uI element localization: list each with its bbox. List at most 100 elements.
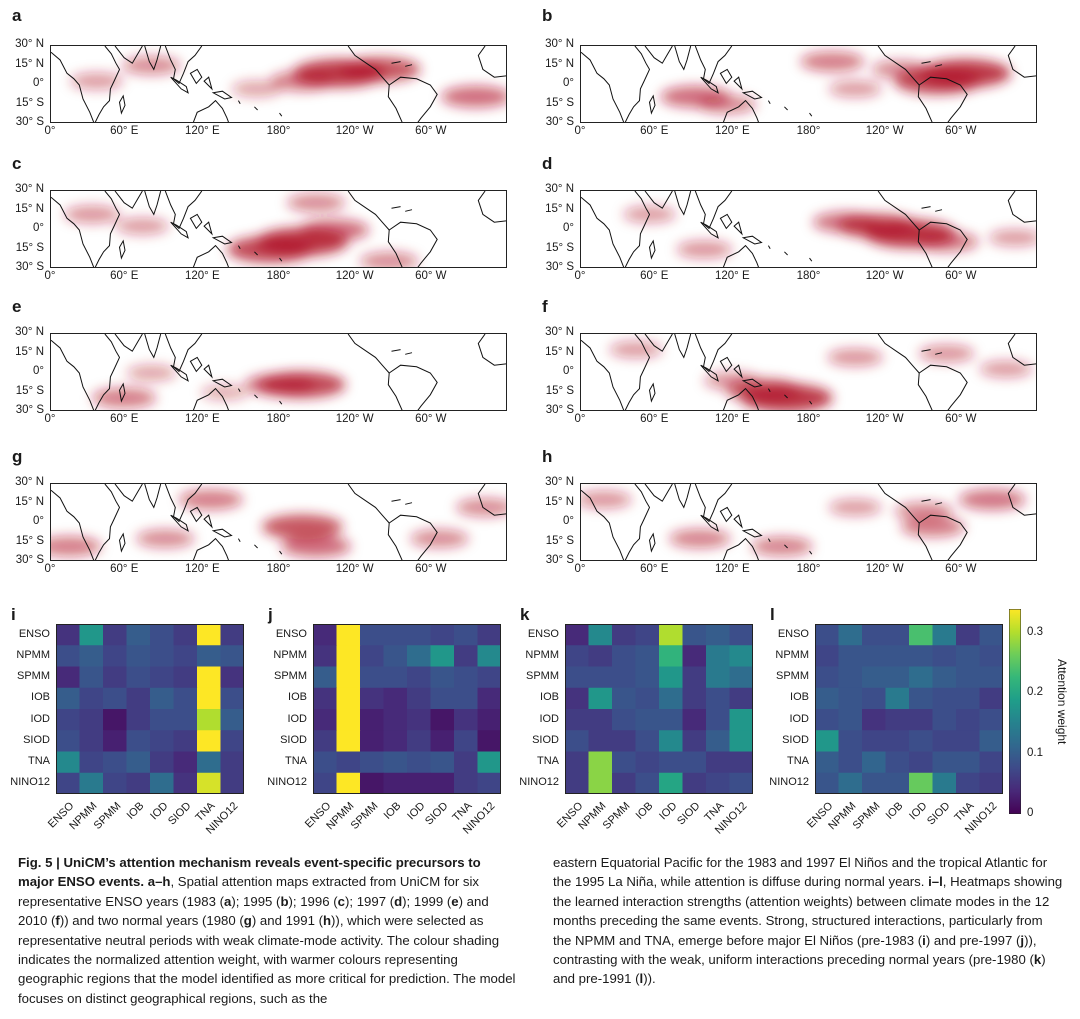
heatmap-cell	[979, 772, 1003, 794]
heatmap-cell	[430, 687, 455, 710]
lat-tick-label: 30° N	[545, 326, 574, 338]
coastline	[624, 191, 651, 267]
caption-text: , Spatial attention maps extracted from …	[18, 874, 480, 909]
coastline	[921, 499, 931, 502]
heatmap-cell	[126, 772, 151, 794]
coastline	[767, 100, 771, 104]
heatmap-cell	[126, 730, 151, 752]
heatmap-cell	[909, 730, 933, 752]
heatmap-cell	[612, 709, 636, 731]
heatmap-cell	[360, 730, 384, 752]
heatmap-cell	[360, 666, 384, 689]
coastline	[51, 196, 95, 267]
heatmap-cell	[56, 666, 80, 689]
caption-panel-ref: f	[55, 913, 60, 929]
heatmap-cell	[336, 709, 361, 731]
coastline	[405, 502, 413, 505]
coastline	[722, 99, 759, 122]
heatmap-cell	[477, 751, 501, 774]
coastline	[114, 46, 143, 64]
heatmap-cell	[885, 624, 910, 646]
heatmap-cell	[815, 730, 839, 752]
coastline	[644, 191, 673, 209]
heatmap-cell	[706, 666, 730, 689]
panel-letter-b: b	[542, 6, 553, 25]
coastline	[741, 235, 763, 245]
heatmap-cell	[979, 709, 1003, 731]
coastline	[741, 528, 763, 538]
attention-hotspot	[178, 489, 243, 510]
map-panel-g	[50, 483, 507, 561]
coastline	[118, 239, 126, 260]
heatmap-cell	[407, 772, 431, 794]
lat-tick-label: 15° S	[545, 241, 574, 254]
coastline	[144, 334, 162, 359]
heatmap-cell	[979, 624, 1003, 646]
coastline	[877, 46, 920, 86]
lon-tick-label: 120° E	[184, 413, 220, 425]
heatmap-cell	[79, 624, 104, 646]
coastline	[477, 484, 506, 516]
coastline	[347, 334, 390, 374]
attention-hotspot	[827, 348, 883, 367]
coastline	[189, 68, 203, 85]
heatmap-cell	[565, 751, 589, 774]
caption-panel-ref: c	[337, 893, 345, 909]
heatmap-cell	[682, 645, 707, 667]
heatmap-row-label: SIOD	[280, 733, 307, 746]
heatmap-cell	[682, 751, 707, 774]
lat-tick-label: 15° S	[15, 384, 44, 397]
heatmap-cell	[635, 687, 660, 710]
coastline	[719, 68, 733, 85]
heatmap-cell	[815, 687, 839, 710]
heatmap-cell	[706, 687, 730, 710]
lon-tick-label: 120° E	[184, 270, 220, 282]
panel-letter-k: k	[520, 605, 530, 624]
heatmap-cell	[477, 624, 501, 646]
heatmap-cell	[56, 751, 80, 774]
caption-right: eastern Equatorial Pacific for the 1983 …	[553, 853, 1063, 989]
coastline	[733, 364, 743, 379]
heatmap-row-label: NPMM	[525, 648, 559, 661]
map-panel-h	[580, 483, 1037, 561]
coastline	[388, 514, 438, 560]
coastline	[700, 514, 719, 532]
coastline	[477, 334, 506, 366]
heatmap-cell	[360, 772, 384, 794]
caption-text: )).	[643, 971, 656, 987]
lon-tick-label: 60° W	[945, 563, 977, 575]
caption-text: ) and pre-1997 (	[925, 932, 1021, 948]
heatmap-cell	[150, 687, 174, 710]
heatmap-cell	[56, 624, 80, 646]
heatmap-cell	[706, 772, 730, 794]
coastline	[722, 537, 759, 560]
lat-tick-label: 15° S	[545, 96, 574, 109]
heatmap-cell	[220, 624, 244, 646]
coastline	[114, 484, 143, 502]
heatmap-cell	[454, 772, 478, 794]
heatmap-cell	[383, 772, 408, 794]
caption-panel-ref: b	[280, 893, 289, 909]
heatmap-cell	[103, 772, 127, 794]
attention-hotspot	[70, 72, 124, 90]
coastline	[237, 388, 241, 392]
coastline	[581, 339, 625, 410]
coastline	[254, 106, 258, 111]
lon-tick-label: 60° E	[640, 270, 669, 282]
colorbar-tick-label: 0	[1027, 807, 1034, 819]
lon-tick-label: 120° W	[865, 413, 904, 425]
panel-letter-h: h	[542, 447, 553, 466]
heatmap-cell	[729, 751, 753, 774]
heatmap-cell	[838, 624, 863, 646]
heatmap-cell	[838, 645, 863, 667]
heatmap-cell	[313, 687, 337, 710]
heatmap-cell	[407, 624, 431, 646]
heatmap-cell	[103, 645, 127, 667]
colorbar-tick-label: 0.2	[1027, 686, 1043, 699]
heatmap-cell	[706, 751, 730, 774]
coastline	[192, 387, 229, 410]
lon-tick-label: 120° E	[714, 270, 750, 282]
coastline	[877, 334, 920, 374]
lon-tick-label: 120° E	[714, 563, 750, 575]
coastline	[733, 514, 743, 529]
